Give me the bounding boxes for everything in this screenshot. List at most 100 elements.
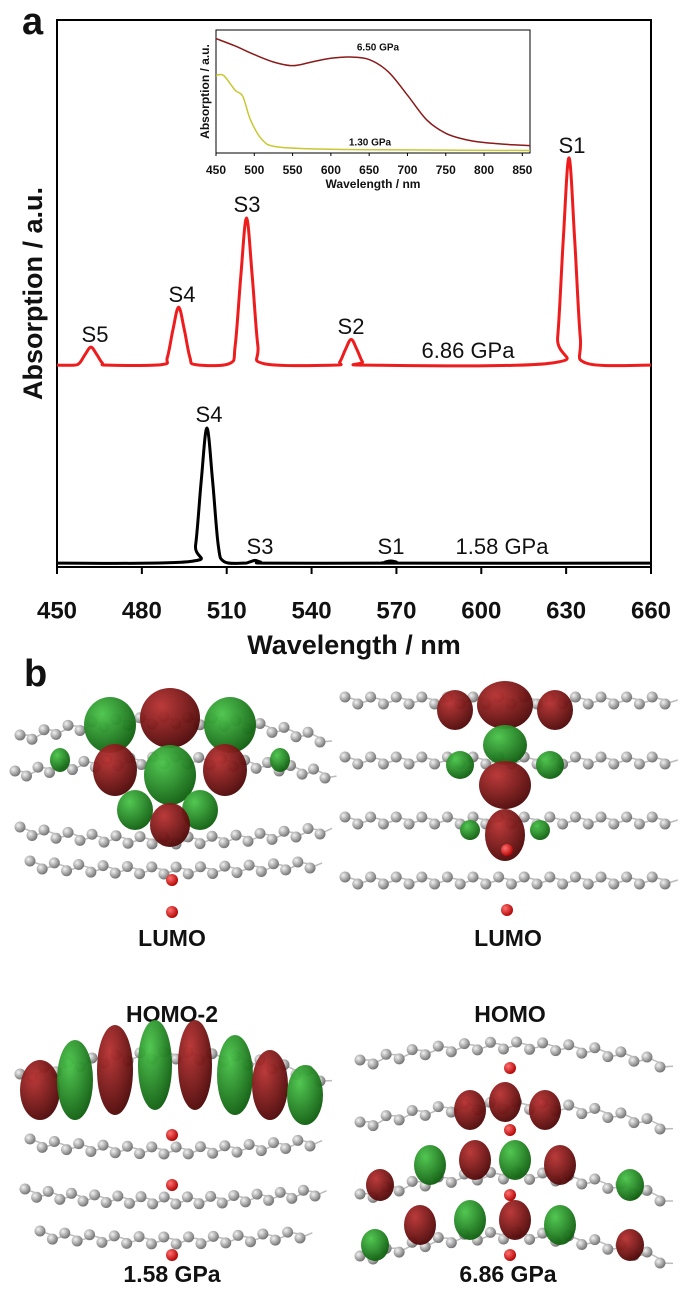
carbon-atom bbox=[61, 865, 72, 876]
orbital-lobe bbox=[366, 1169, 394, 1201]
carbon-atom bbox=[109, 1230, 120, 1241]
carbon-atom bbox=[519, 872, 530, 883]
orbital-lobe bbox=[483, 725, 527, 765]
carbon-atom bbox=[381, 1049, 392, 1060]
carbon-atom bbox=[101, 1197, 112, 1208]
carbon-atom bbox=[433, 1041, 444, 1052]
x-tick-label: 630 bbox=[546, 597, 586, 624]
carbon-atom bbox=[170, 1198, 181, 1209]
orbital-lobe bbox=[414, 1145, 446, 1185]
page: {"chart_data": [ {"type": "line", "x_lab… bbox=[0, 0, 680, 1293]
series-label: 6.86 GPa bbox=[422, 338, 516, 363]
carbon-atom bbox=[171, 861, 182, 872]
pressure-label: 1.58 GPa bbox=[123, 1261, 220, 1287]
carbon-atom bbox=[583, 819, 594, 830]
carbon-atom bbox=[589, 1174, 600, 1185]
orbital-lobe bbox=[477, 681, 533, 729]
x-tick-label: 500 bbox=[244, 163, 264, 177]
carbon-atom bbox=[25, 856, 36, 867]
carbon-atom bbox=[660, 879, 671, 890]
carbon-atom bbox=[563, 1039, 574, 1050]
x-tick-label: 450 bbox=[206, 163, 226, 177]
carbon-atom bbox=[159, 1191, 170, 1202]
carbon-atom bbox=[233, 1230, 244, 1241]
orbital-lobe bbox=[361, 1229, 389, 1261]
carbon-atom bbox=[73, 859, 84, 870]
carbon-atom bbox=[442, 812, 453, 823]
carbon-atom bbox=[72, 1235, 83, 1246]
carbon-atom bbox=[352, 819, 363, 830]
carbon-atom bbox=[305, 863, 316, 874]
carbon-atom bbox=[655, 1258, 666, 1269]
x-tick-label: 480 bbox=[122, 597, 162, 624]
x-tick-label: 800 bbox=[474, 163, 494, 177]
carbon-atom bbox=[394, 1247, 405, 1258]
carbon-atom bbox=[31, 1192, 42, 1203]
carbon-atom bbox=[78, 756, 89, 767]
carbon-atom bbox=[231, 867, 242, 878]
orbital-lobe bbox=[117, 790, 153, 830]
carbon-atom bbox=[493, 872, 504, 883]
carbon-atom bbox=[298, 1185, 309, 1196]
x-axis-label: Wavelength / nm bbox=[247, 630, 461, 660]
y-axis-label: Absorption / a.u. bbox=[198, 44, 212, 139]
carbon-atom bbox=[146, 1141, 157, 1152]
carbon-atom bbox=[641, 1052, 652, 1063]
carbon-atom bbox=[270, 1235, 281, 1246]
series-label: 1.58 GPa bbox=[456, 534, 550, 559]
carbon-atom bbox=[416, 692, 427, 703]
carbon-atom bbox=[231, 1147, 242, 1158]
carbon-atom bbox=[124, 1198, 135, 1209]
x-tick-label: 450 bbox=[37, 597, 77, 624]
carbon-atom bbox=[110, 1147, 121, 1158]
orbital-lobe bbox=[544, 1145, 576, 1185]
carbon-atom bbox=[54, 1194, 65, 1205]
orbital-lobe bbox=[499, 1200, 531, 1240]
carbon-atom bbox=[207, 831, 218, 842]
peak-label: S1 bbox=[559, 133, 586, 158]
carbon-atom bbox=[63, 720, 74, 731]
carbon-atom bbox=[310, 1191, 321, 1202]
carbon-atom bbox=[608, 699, 619, 710]
carbon-atom bbox=[205, 1191, 216, 1202]
carbon-atom bbox=[256, 1145, 267, 1156]
carbon-atom bbox=[257, 1228, 268, 1239]
carbon-atom bbox=[446, 1237, 457, 1248]
carbon-atom bbox=[219, 861, 230, 872]
carbon-atom bbox=[220, 1237, 231, 1248]
figure: a b LUMO LUMO HOMO-2 HOMO 1.58 GPa 6.86 … bbox=[0, 0, 680, 1293]
carbon-atom bbox=[570, 872, 581, 883]
x-tick-label: 550 bbox=[283, 163, 303, 177]
carbon-atom bbox=[49, 1136, 60, 1147]
carbon-atom bbox=[621, 692, 632, 703]
carbon-atom bbox=[365, 812, 376, 823]
carbon-atom bbox=[485, 1227, 496, 1238]
carbon-atom bbox=[158, 1148, 169, 1159]
carbon-atom bbox=[455, 879, 466, 890]
carbon-atom bbox=[628, 1117, 639, 1128]
carbon-atom bbox=[576, 1048, 587, 1059]
carbon-atom bbox=[355, 1055, 366, 1066]
carbon-atom bbox=[602, 1183, 613, 1194]
carbon-atom bbox=[39, 724, 50, 735]
carbon-atom bbox=[99, 837, 110, 848]
carbon-atom bbox=[537, 1037, 548, 1048]
carbon-atom bbox=[244, 1139, 255, 1150]
carbon-atom bbox=[195, 1238, 206, 1249]
carbon-atom bbox=[305, 1141, 316, 1152]
carbon-atom bbox=[404, 699, 415, 710]
carbon-atom bbox=[655, 1062, 666, 1073]
carbon-atom bbox=[459, 1038, 470, 1049]
carbon-atom bbox=[544, 872, 555, 883]
orbital-lobe bbox=[544, 1205, 576, 1245]
carbon-atom bbox=[195, 838, 206, 849]
carbon-atom bbox=[407, 1044, 418, 1055]
carbon-atom bbox=[255, 718, 266, 729]
carbon-atom bbox=[320, 773, 331, 784]
carbon-atom bbox=[303, 727, 314, 738]
carbon-atom bbox=[297, 769, 308, 780]
orbital-lobe bbox=[454, 1200, 486, 1240]
orbital-lobe bbox=[252, 1050, 288, 1120]
carbon-atom bbox=[240, 1196, 251, 1207]
carbon-atom bbox=[135, 831, 146, 842]
